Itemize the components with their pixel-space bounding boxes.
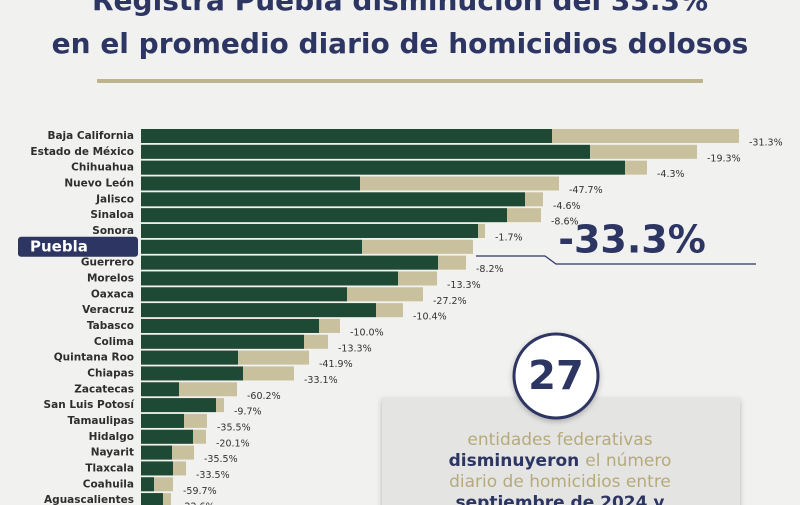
count-badge	[512, 332, 600, 420]
category-label: Chihuahua	[71, 162, 134, 174]
change-label: -20.1%	[216, 438, 250, 449]
category-label: Zacatecas	[74, 383, 134, 395]
bar	[141, 413, 184, 428]
category-label: Oaxaca	[91, 288, 134, 300]
change-label: -10.4%	[413, 312, 447, 323]
summary-text: el número	[585, 451, 671, 471]
summary-text: diario de homicidios entre	[449, 472, 671, 492]
change-label: -4.6%	[553, 201, 581, 212]
change-label: -60.2%	[247, 391, 281, 402]
count: 27	[528, 353, 584, 399]
bar	[141, 382, 179, 397]
category-label: Quintana Roo	[54, 352, 134, 364]
change-label: -59.7%	[183, 486, 217, 497]
summary-bold: disminuyeron	[449, 451, 580, 471]
change-label: -35.5%	[217, 422, 251, 433]
change-label: -31.3%	[749, 138, 783, 149]
category-label: Morelos	[87, 272, 134, 284]
category-label: Colima	[94, 336, 134, 348]
title-line: Registra Puebla disminución del 33.3%	[92, 0, 708, 17]
change-label: -13.3%	[338, 343, 372, 354]
callout: -33.3%	[476, 218, 756, 265]
bar	[141, 255, 438, 270]
summary-text: entidades federativas	[467, 430, 652, 450]
change-label: -33.5%	[196, 470, 230, 481]
category-label: Jalisco	[95, 193, 134, 205]
change-label: -9.7%	[234, 407, 262, 418]
category-label: Tlaxcala	[85, 462, 134, 474]
category-label: Sinaloa	[90, 209, 134, 221]
category-label: Estado de México	[30, 146, 134, 158]
bar	[141, 493, 163, 505]
bar-chart: Baja California -31.3% Estado de México -19…	[18, 129, 783, 505]
bar	[141, 445, 172, 460]
change-label: -8.6%	[551, 217, 579, 228]
category-label: San Luis Potosí	[44, 399, 136, 411]
bar	[141, 271, 398, 286]
bar	[141, 477, 154, 492]
change-label: -13.3%	[447, 280, 481, 291]
bar	[141, 318, 319, 333]
highlight-label-bg	[18, 236, 138, 257]
category-label: Chiapas	[87, 367, 134, 379]
category-label: Coahuila	[83, 478, 134, 490]
category-label: Hidalgo	[89, 431, 134, 443]
change-label: -8.2%	[476, 264, 504, 275]
change-label: -41.9%	[319, 359, 353, 370]
summary-text: septiembre de 2024 y	[456, 493, 665, 505]
bar	[141, 176, 360, 191]
bar	[141, 208, 507, 223]
change-label: -27.2%	[433, 296, 467, 307]
bar	[141, 192, 525, 207]
bar	[141, 223, 478, 238]
bar	[141, 429, 193, 444]
bar	[141, 160, 625, 175]
bar	[141, 144, 590, 159]
category-label: Tamaulipas	[68, 415, 134, 427]
bar	[141, 287, 347, 302]
callout-value: -33.3%	[558, 218, 706, 262]
separator	[97, 79, 703, 83]
category-label: Baja California	[47, 130, 134, 142]
bar	[141, 303, 376, 318]
category-label: Puebla	[30, 237, 88, 255]
bar	[141, 334, 304, 349]
change-label: -33.1%	[304, 375, 338, 386]
title-line: en el promedio diario de homicidios dolo…	[52, 27, 749, 60]
category-label: Sonora	[92, 225, 134, 237]
change-label: -19.3%	[707, 153, 741, 164]
change-label: -10.0%	[350, 327, 384, 338]
bar	[141, 398, 216, 413]
change-label: -47.7%	[569, 185, 603, 196]
change-label: -4.3%	[657, 169, 685, 180]
bar	[141, 129, 552, 143]
change-label: -1.7%	[495, 232, 523, 243]
category-label: Tabasco	[87, 320, 134, 332]
category-label: Nuevo León	[64, 177, 134, 189]
summary-text: disminuyeron el número	[449, 451, 672, 471]
bar	[141, 239, 362, 254]
change-label: -35.5%	[204, 454, 238, 465]
category-label: Nayarit	[91, 447, 134, 459]
change-label: -22.6%	[181, 502, 215, 505]
bar	[141, 350, 238, 365]
bar	[141, 366, 243, 381]
category-label: Aguascalientes	[44, 494, 134, 505]
category-label: Veracruz	[82, 304, 134, 316]
callout-line	[476, 255, 756, 265]
category-label: Guerrero	[81, 257, 134, 269]
bar	[141, 461, 173, 476]
